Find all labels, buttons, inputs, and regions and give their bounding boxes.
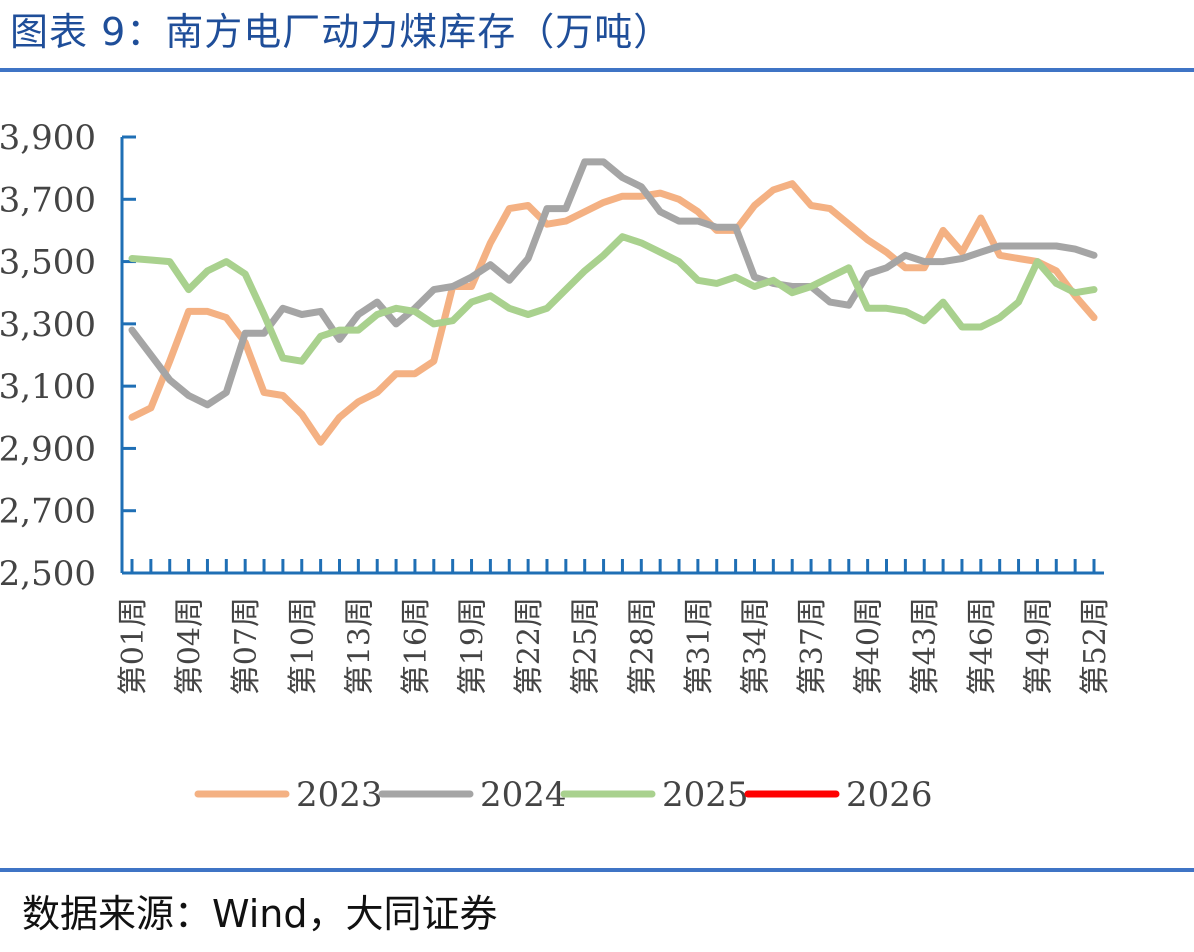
legend-label-2025: 2025 (662, 775, 749, 815)
series-line-2024 (128, 158, 1098, 409)
series-line-2025 (128, 233, 1098, 365)
x-tick-label: 第37周 (795, 597, 830, 695)
x-tick-label: 第19周 (456, 597, 491, 695)
x-tick-label: 第22周 (512, 597, 547, 695)
x-tick-label: 第13周 (342, 597, 377, 695)
legend-label-2024: 2024 (480, 775, 567, 815)
chart-title: 图表 9：南方电厂动力煤库存（万吨） (10, 10, 673, 54)
y-tick-label: 3,900 (0, 118, 96, 158)
series-layer (128, 158, 1098, 446)
x-tick-label: 第43周 (908, 597, 943, 695)
x-tick-label: 第52周 (1078, 597, 1113, 695)
y-tick-label: 2,500 (0, 554, 96, 594)
legend-label-2023: 2023 (296, 775, 383, 815)
y-tick-label: 2,700 (0, 492, 96, 532)
y-tick-label: 2,900 (0, 429, 96, 469)
x-axis: 第01周 第04周 第07周 第10周 第13周 第16周 第19周 第22周 第25周 第28周… (116, 559, 1113, 695)
x-tick-label: 第10周 (286, 597, 321, 695)
top-rule (0, 68, 1194, 72)
legend: 2023 2024 2025 2026 (194, 775, 933, 815)
source-note: 数据来源：Wind，大同证券 (22, 892, 498, 936)
x-tick-label: 第07周 (229, 597, 264, 695)
x-tick-label: 第46周 (965, 597, 1000, 695)
y-axis: 2,500 2,700 2,900 3,100 3,300 3,500 3,700 3,900 (0, 118, 136, 594)
y-tick-label: 3,100 (0, 367, 96, 407)
bottom-rule (0, 868, 1194, 872)
x-tick-label: 第40周 (852, 597, 887, 695)
legend-label-2026: 2026 (846, 775, 933, 815)
x-tick-label: 第49周 (1021, 597, 1056, 695)
x-tick-label: 第16周 (399, 597, 434, 695)
line-chart: 2,500 2,700 2,900 3,100 3,300 3,500 3,700 3,900… (0, 118, 1113, 815)
x-tick-label: 第25周 (569, 597, 604, 695)
y-tick-label: 3,300 (0, 305, 96, 345)
y-tick-label: 3,700 (0, 180, 96, 220)
series-line-2023 (128, 180, 1098, 446)
x-tick-label: 第04周 (173, 597, 208, 695)
y-tick-label: 3,500 (0, 243, 96, 283)
x-tick-label: 第34周 (738, 597, 773, 695)
x-tick-label: 第28周 (625, 597, 660, 695)
x-tick-label: 第31周 (682, 597, 717, 695)
x-tick-label: 第01周 (116, 597, 151, 695)
